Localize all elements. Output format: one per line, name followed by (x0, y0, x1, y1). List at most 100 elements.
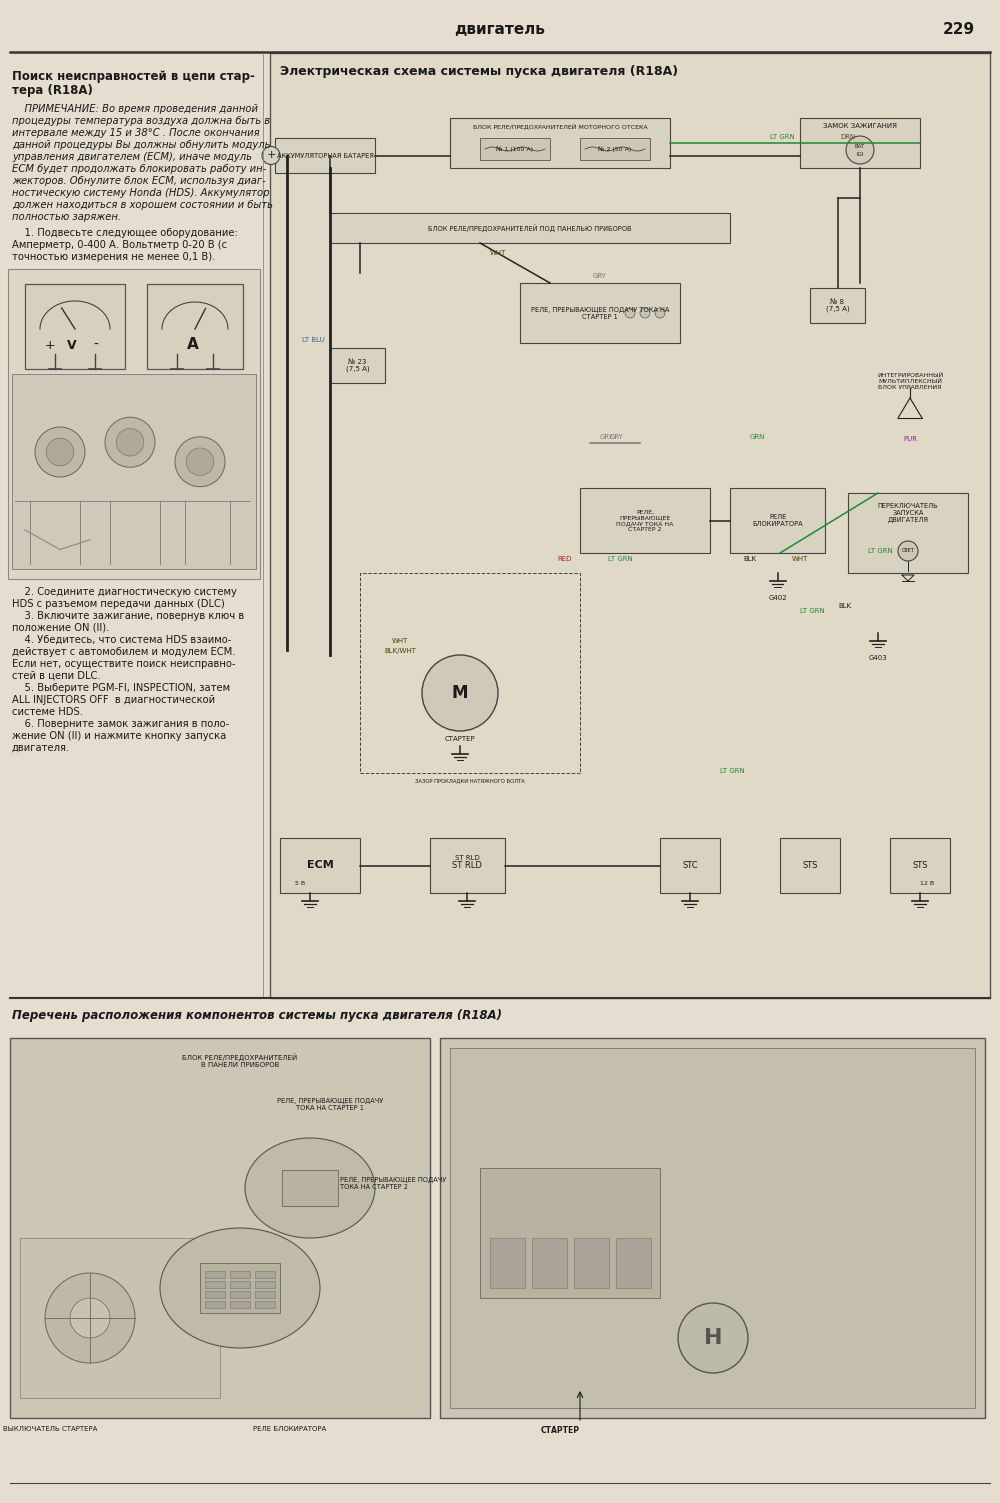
Text: WHT: WHT (792, 556, 808, 562)
Text: СТАРТЕР: СТАРТЕР (540, 1426, 580, 1435)
Bar (890, 839, 950, 893)
Text: РЕЛЕ БЛОКИРАТОРА: РЕЛЕ БЛОКИРАТОРА (253, 1426, 327, 1432)
Bar (282, 1169, 338, 1205)
Circle shape (186, 448, 214, 475)
Text: RED: RED (558, 556, 572, 562)
Text: ПЕРЕКЛЮЧАТЕЛЬ
ЗАПУСКА
ДВИГАТЕЛЯ: ПЕРЕКЛЮЧАТЕЛЬ ЗАПУСКА ДВИГАТЕЛЯ (878, 504, 938, 523)
Bar (205, 1291, 225, 1299)
Text: Поиск неисправностей в цепи стар-: Поиск неисправностей в цепи стар- (12, 71, 255, 83)
Bar (280, 839, 360, 893)
Text: 5 В: 5 В (295, 881, 305, 885)
Text: точностью измерения не менее 0,1 В).: точностью измерения не менее 0,1 В). (12, 253, 215, 262)
Text: ЗАМОК ЗАЖИГАНИЯ: ЗАМОК ЗАЖИГАНИЯ (823, 123, 897, 129)
Text: АККУМУЛЯТОРНАЯ БАТАРЕЯ: АККУМУЛЯТОРНАЯ БАТАРЕЯ (277, 152, 373, 158)
Text: ECM будет продолжать блокировать работу ин-: ECM будет продолжать блокировать работу … (12, 164, 266, 174)
Text: 2. Соедините диагностическую систему: 2. Соедините диагностическую систему (12, 588, 237, 597)
Text: № 2 (50 А): № 2 (50 А) (598, 146, 632, 152)
Bar (450, 119, 670, 168)
Bar (490, 1238, 525, 1288)
Bar (10, 1039, 430, 1417)
Text: РЕЛЕ,
ПРЕРЫВАЮЩЕЕ
ПОДАЧУ ТОКА НА
СТАРТЕР 2: РЕЛЕ, ПРЕРЫВАЮЩЕЕ ПОДАЧУ ТОКА НА СТАРТЕР… (616, 510, 674, 532)
Bar (450, 1048, 975, 1408)
Text: Электрическая схема системы пуска двигателя (R18A): Электрическая схема системы пуска двигат… (280, 65, 678, 78)
Text: GRN: GRN (750, 434, 765, 440)
Text: HDS с разъемом передачи данных (DLC): HDS с разъемом передачи данных (DLC) (12, 600, 225, 609)
Text: BLK: BLK (838, 603, 851, 609)
Text: G402: G402 (768, 595, 787, 601)
Text: ПРИМЕЧАНИЕ: Во время проведения данной: ПРИМЕЧАНИЕ: Во время проведения данной (12, 104, 258, 114)
Bar (230, 1281, 250, 1288)
Text: ST RLD: ST RLD (455, 855, 479, 861)
Text: ST RLD: ST RLD (452, 861, 482, 870)
Text: управления двигателем (ECM), иначе модуль: управления двигателем (ECM), иначе модул… (12, 152, 252, 162)
Text: двигателя.: двигателя. (12, 742, 70, 753)
Bar (800, 119, 920, 168)
Text: PUR: PUR (903, 436, 917, 442)
Text: WHT: WHT (490, 249, 506, 256)
Bar (230, 1291, 250, 1299)
Text: BLK: BLK (743, 556, 757, 562)
Text: LT BLU: LT BLU (302, 337, 325, 343)
Bar (20, 1238, 220, 1398)
Bar (480, 1168, 660, 1299)
Text: 3. Включите зажигание, повернув ключ в: 3. Включите зажигание, повернув ключ в (12, 612, 244, 621)
Text: полностью заряжен.: полностью заряжен. (12, 212, 121, 222)
Text: LT GRN: LT GRN (800, 609, 825, 615)
Text: системе HDS.: системе HDS. (12, 706, 83, 717)
Text: +: + (45, 340, 56, 352)
Circle shape (898, 541, 918, 561)
Bar (205, 1302, 225, 1308)
Text: 6. Поверните замок зажигания в поло-: 6. Поверните замок зажигания в поло- (12, 718, 229, 729)
Text: STS: STS (912, 861, 928, 870)
Circle shape (46, 439, 74, 466)
Circle shape (678, 1303, 748, 1374)
Bar (574, 1238, 609, 1288)
Text: двигатель: двигатель (455, 23, 545, 38)
Text: STC: STC (682, 861, 698, 870)
Text: ИНТЕГРИРОВАННЫЙ
МУЛЬТИПЛЕКСНЫЙ
БЛОК УПРАВЛЕНИЯ: ИНТЕГРИРОВАННЫЙ МУЛЬТИПЛЕКСНЫЙ БЛОК УПРА… (877, 373, 943, 389)
Circle shape (175, 437, 225, 487)
Ellipse shape (160, 1228, 320, 1348)
Text: LT GRN: LT GRN (720, 768, 745, 774)
Bar (730, 488, 825, 553)
Text: должен находиться в хорошем состоянии и быть: должен находиться в хорошем состоянии и … (12, 200, 273, 210)
Text: стей в цепи DLC.: стей в цепи DLC. (12, 670, 101, 681)
Bar (275, 138, 375, 173)
Bar (330, 213, 730, 243)
Bar (580, 488, 710, 553)
Text: ЗАЗОР ПРОКЛАДКИ НАТЯЖНОГО БОЛТА: ЗАЗОР ПРОКЛАДКИ НАТЯЖНОГО БОЛТА (415, 779, 525, 783)
Circle shape (116, 428, 144, 455)
Text: WHT: WHT (392, 637, 408, 643)
Text: процедуры температура воздуха должна быть в: процедуры температура воздуха должна быт… (12, 116, 270, 126)
Circle shape (846, 135, 874, 164)
Circle shape (422, 655, 498, 730)
Text: GRY: GRY (610, 434, 624, 440)
Circle shape (45, 1273, 135, 1363)
Text: V: V (67, 340, 77, 352)
Text: ECM: ECM (307, 861, 333, 870)
Bar (12, 374, 256, 570)
Text: ВЫКЛЮЧАТЕЛЬ СТАРТЕРА: ВЫКЛЮЧАТЕЛЬ СТАРТЕРА (3, 1426, 97, 1432)
Bar (255, 1281, 275, 1288)
Text: данной процедуры Вы должны обнулить модуль: данной процедуры Вы должны обнулить моду… (12, 140, 270, 150)
Bar (330, 349, 385, 383)
Text: A: A (187, 337, 199, 352)
Circle shape (625, 308, 635, 319)
Bar (8, 269, 260, 579)
Bar (230, 1302, 250, 1308)
Text: H: H (704, 1329, 722, 1348)
Text: БЛОК РЕЛЕ/ПРЕДОХРАНИТЕЛЕЙ МОТОРНОГО ОТСЕКА: БЛОК РЕЛЕ/ПРЕДОХРАНИТЕЛЕЙ МОТОРНОГО ОТСЕ… (473, 123, 647, 129)
Text: тера (R18A): тера (R18A) (12, 84, 93, 98)
Circle shape (655, 308, 665, 319)
Bar (25, 284, 125, 370)
Text: 229: 229 (943, 23, 975, 38)
Bar (616, 1238, 651, 1288)
Bar (255, 1291, 275, 1299)
Circle shape (105, 418, 155, 467)
Text: жекторов. Обнулите блок ECM, используя диаг-: жекторов. Обнулите блок ECM, используя д… (12, 176, 266, 186)
Circle shape (640, 308, 650, 319)
Text: 12 В: 12 В (920, 881, 934, 885)
Circle shape (262, 146, 280, 164)
Text: M: M (452, 684, 468, 702)
Circle shape (70, 1299, 110, 1338)
